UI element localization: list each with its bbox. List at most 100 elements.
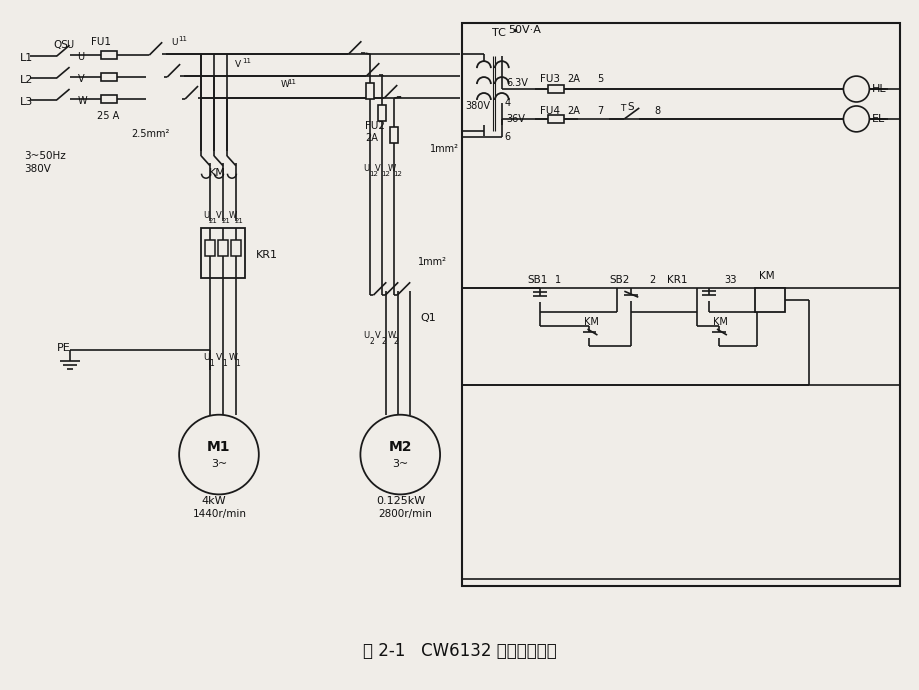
Text: 2: 2 bbox=[392, 337, 398, 346]
Text: TC: TC bbox=[492, 28, 505, 38]
Text: HL: HL bbox=[871, 84, 886, 94]
Text: KM: KM bbox=[758, 271, 774, 282]
Text: SB2: SB2 bbox=[608, 275, 630, 285]
Text: 50V·A: 50V·A bbox=[507, 26, 540, 35]
Text: FU2: FU2 bbox=[365, 121, 385, 131]
Text: 11: 11 bbox=[178, 37, 187, 42]
Text: 1: 1 bbox=[209, 359, 213, 368]
Text: 4: 4 bbox=[505, 98, 510, 108]
Text: W: W bbox=[280, 79, 289, 88]
Text: 12: 12 bbox=[380, 170, 390, 177]
Text: 3: 3 bbox=[728, 275, 734, 285]
Text: 1440r/min: 1440r/min bbox=[193, 509, 247, 520]
Text: 5: 5 bbox=[596, 74, 603, 84]
Text: T: T bbox=[619, 104, 625, 113]
Bar bbox=[754, 288, 784, 312]
Text: KR1: KR1 bbox=[255, 250, 278, 260]
Text: W: W bbox=[229, 211, 237, 220]
Text: U: U bbox=[171, 38, 177, 47]
Text: 25 A: 25 A bbox=[97, 111, 119, 121]
Bar bbox=[101, 51, 118, 59]
Text: 2800r/min: 2800r/min bbox=[378, 509, 432, 520]
Circle shape bbox=[179, 415, 258, 495]
Text: V: V bbox=[216, 211, 221, 220]
Text: M2: M2 bbox=[388, 440, 412, 453]
Text: V: V bbox=[375, 331, 380, 339]
Text: 1mm²: 1mm² bbox=[430, 144, 459, 154]
Text: 21: 21 bbox=[234, 219, 244, 224]
Text: U: U bbox=[77, 52, 85, 62]
Text: 6: 6 bbox=[505, 132, 510, 142]
Text: 图 2-1   CW6132 型车床电路图: 图 2-1 CW6132 型车床电路图 bbox=[363, 642, 556, 660]
Text: EL: EL bbox=[871, 114, 885, 124]
Text: 2A: 2A bbox=[365, 133, 378, 143]
Text: PE: PE bbox=[57, 343, 71, 353]
Text: FU4: FU4 bbox=[539, 106, 559, 116]
Text: 12: 12 bbox=[369, 170, 378, 177]
Text: L3: L3 bbox=[19, 97, 33, 107]
Text: V: V bbox=[77, 74, 84, 84]
Text: KM: KM bbox=[583, 317, 597, 327]
Text: W: W bbox=[387, 164, 395, 173]
Text: V: V bbox=[375, 164, 380, 173]
Bar bbox=[366, 83, 374, 99]
Text: L2: L2 bbox=[19, 75, 33, 85]
Text: V: V bbox=[234, 59, 241, 68]
Text: 1mm²: 1mm² bbox=[418, 257, 447, 267]
Bar bbox=[201, 228, 244, 278]
Text: 1: 1 bbox=[234, 359, 239, 368]
Text: 3: 3 bbox=[723, 275, 730, 285]
Text: U: U bbox=[363, 164, 369, 173]
Circle shape bbox=[843, 76, 868, 102]
Text: 21: 21 bbox=[209, 219, 218, 224]
Text: 1: 1 bbox=[221, 359, 226, 368]
Text: 2: 2 bbox=[380, 337, 386, 346]
Text: 11: 11 bbox=[242, 58, 251, 64]
Text: 2: 2 bbox=[369, 337, 374, 346]
Text: FU3: FU3 bbox=[539, 74, 559, 84]
Bar bbox=[101, 95, 118, 103]
Text: 2: 2 bbox=[649, 275, 654, 285]
Text: 3~: 3~ bbox=[210, 459, 227, 469]
Text: SB1: SB1 bbox=[528, 275, 548, 285]
Text: 6.3V: 6.3V bbox=[506, 78, 528, 88]
Text: KR1: KR1 bbox=[666, 275, 686, 285]
Text: U: U bbox=[203, 353, 210, 362]
Text: 21: 21 bbox=[221, 219, 231, 224]
Bar bbox=[101, 73, 118, 81]
Circle shape bbox=[843, 106, 868, 132]
Text: U: U bbox=[363, 331, 369, 339]
Text: 3~50Hz: 3~50Hz bbox=[24, 150, 65, 161]
Circle shape bbox=[360, 415, 439, 495]
Text: L1: L1 bbox=[19, 53, 33, 63]
Text: FU1: FU1 bbox=[91, 37, 111, 47]
Text: U: U bbox=[203, 211, 209, 220]
Text: M1: M1 bbox=[207, 440, 231, 453]
Text: 2.5mm²: 2.5mm² bbox=[131, 129, 169, 139]
Text: Q1: Q1 bbox=[420, 313, 436, 323]
Bar bbox=[548, 115, 563, 123]
Text: 2A: 2A bbox=[567, 74, 580, 84]
Bar bbox=[231, 240, 241, 257]
Text: 1: 1 bbox=[554, 275, 561, 285]
Text: 3~: 3~ bbox=[391, 459, 408, 469]
Text: W: W bbox=[387, 331, 395, 339]
Text: 12: 12 bbox=[392, 170, 402, 177]
Bar bbox=[218, 240, 228, 257]
Text: 8: 8 bbox=[653, 106, 660, 116]
Text: V: V bbox=[216, 353, 221, 362]
Text: KM: KM bbox=[209, 168, 226, 178]
Text: KM: KM bbox=[712, 317, 727, 327]
Text: QS: QS bbox=[53, 40, 68, 50]
Text: 380V: 380V bbox=[24, 164, 51, 174]
Bar bbox=[378, 105, 386, 121]
Text: 4kW: 4kW bbox=[201, 496, 225, 506]
Bar bbox=[548, 85, 563, 93]
Text: 11: 11 bbox=[288, 79, 296, 85]
Bar bbox=[390, 127, 398, 143]
Text: 380V: 380V bbox=[464, 101, 490, 111]
Text: 0.125kW: 0.125kW bbox=[376, 496, 425, 506]
Bar bbox=[461, 23, 900, 586]
Text: 36V: 36V bbox=[506, 114, 525, 124]
Text: W: W bbox=[77, 96, 87, 106]
